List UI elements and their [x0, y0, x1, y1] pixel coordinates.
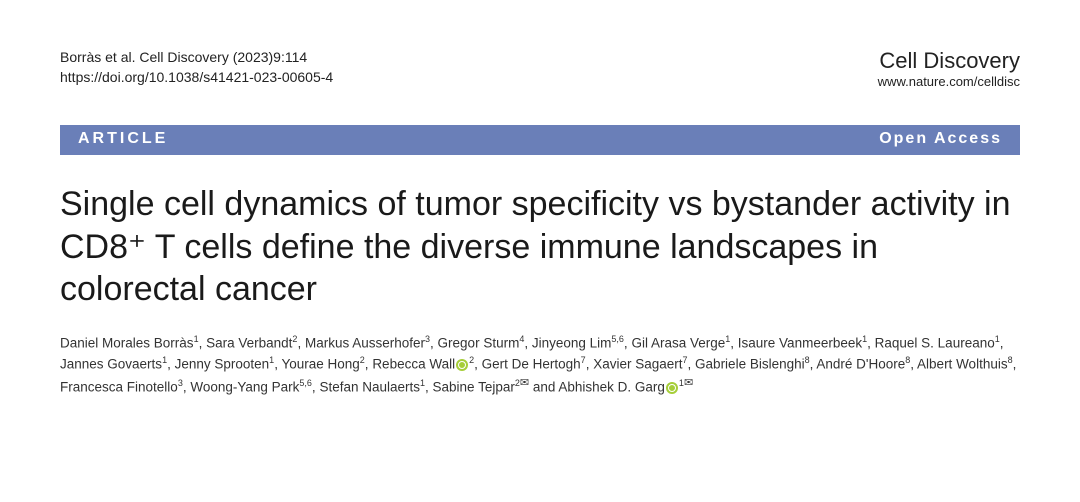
- citation-text: Borràs et al. Cell Discovery (2023)9:114: [60, 49, 307, 65]
- affiliation-ref: 2: [360, 355, 365, 365]
- author: Markus Ausserhofer: [305, 335, 425, 350]
- affiliation-ref: 5,6: [299, 378, 312, 388]
- journal-block: Cell Discovery www.nature.com/celldisc: [878, 48, 1020, 89]
- orcid-icon[interactable]: [666, 382, 678, 394]
- author: Xavier Sagaert: [593, 356, 682, 371]
- affiliation-ref: 1: [862, 334, 867, 344]
- banner-article-label: ARTICLE: [60, 125, 186, 155]
- author: André D'Hoore: [816, 356, 905, 371]
- citation-block: Borràs et al. Cell Discovery (2023)9:114…: [60, 48, 333, 87]
- author: Gregor Sturm: [438, 335, 520, 350]
- author: Gert De Hertogh: [482, 356, 581, 371]
- affiliation-ref: 4: [519, 334, 524, 344]
- banner-open-access-label: Open Access: [861, 125, 1020, 155]
- author: Gabriele Bislenghi: [695, 356, 805, 371]
- author: Jinyeong Lim: [532, 335, 612, 350]
- paper-header: Borràs et al. Cell Discovery (2023)9:114…: [60, 48, 1020, 89]
- affiliation-ref: 8: [1008, 355, 1013, 365]
- author: Isaure Vanmeerbeek: [738, 335, 862, 350]
- author: Abhishek D. Garg: [558, 380, 665, 395]
- author: Francesca Finotello: [60, 380, 178, 395]
- corresponding-icon: ✉: [684, 377, 693, 389]
- affiliation-ref: 1: [995, 334, 1000, 344]
- affiliation-ref: 8: [805, 355, 810, 365]
- affiliation-ref: 1: [725, 334, 730, 344]
- author: Stefan Naulaerts: [319, 380, 420, 395]
- citation-line: Borràs et al. Cell Discovery (2023)9:114: [60, 48, 333, 68]
- author: Gil Arasa Verge: [631, 335, 725, 350]
- affiliation-ref: 3: [178, 378, 183, 388]
- author: Sara Verbandt: [206, 335, 292, 350]
- author-list: Daniel Morales Borràs1, Sara Verbandt2, …: [60, 333, 1020, 399]
- affiliation-ref: 3: [425, 334, 430, 344]
- author: Yourae Hong: [281, 356, 359, 371]
- doi-line[interactable]: https://doi.org/10.1038/s41421-023-00605…: [60, 68, 333, 88]
- affiliation-ref: 7: [581, 355, 586, 365]
- author: Albert Wolthuis: [917, 356, 1008, 371]
- orcid-icon[interactable]: [456, 359, 468, 371]
- journal-name: Cell Discovery: [878, 48, 1020, 74]
- affiliation-ref: 2: [469, 355, 474, 365]
- journal-url[interactable]: www.nature.com/celldisc: [878, 74, 1020, 89]
- affiliation-ref: 1: [269, 355, 274, 365]
- author: Jannes Govaerts: [60, 356, 162, 371]
- affiliation-ref: 1: [194, 334, 199, 344]
- corresponding-icon: ✉: [520, 377, 529, 389]
- author: Daniel Morales Borràs: [60, 335, 194, 350]
- affiliation-ref: 8: [905, 355, 910, 365]
- affiliation-ref: 7: [683, 355, 688, 365]
- affiliation-ref: 5,6: [611, 334, 624, 344]
- affiliation-ref: 1: [420, 378, 425, 388]
- paper-title: Single cell dynamics of tumor specificit…: [60, 183, 1020, 311]
- author: Rebecca Wall: [372, 356, 455, 371]
- article-banner: ARTICLE Open Access: [60, 125, 1020, 155]
- author: Jenny Sprooten: [175, 356, 270, 371]
- affiliation-ref: 1: [162, 355, 167, 365]
- author: Woong-Yang Park: [190, 380, 299, 395]
- author: Raquel S. Laureano: [875, 335, 995, 350]
- author: Sabine Tejpar: [433, 380, 515, 395]
- affiliation-ref: 2: [292, 334, 297, 344]
